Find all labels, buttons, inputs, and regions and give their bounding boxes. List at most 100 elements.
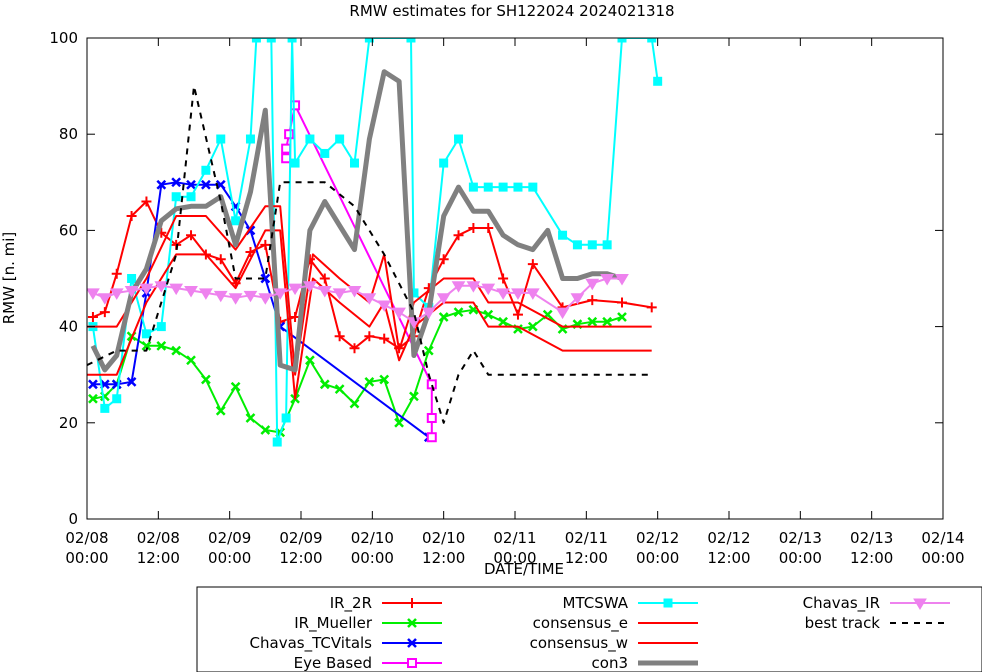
legend-marker	[407, 638, 417, 648]
axis-layer: 0 20 40 60 80 100 02/08 00:00 02/08 12:00 02/09 00:…	[49, 29, 964, 567]
point-chavas-tcvitals-marker	[171, 177, 182, 188]
series-best-track	[87, 85, 652, 424]
point-mtcswa-marker	[406, 38, 416, 43]
x-tick-label-time: 12:00	[137, 549, 180, 567]
point-mtcswa-marker	[602, 240, 612, 250]
point-chavas-ir-marker	[109, 288, 124, 300]
x-tick-label-date: 02/09	[279, 529, 322, 547]
point-ir-mueller-marker	[319, 379, 330, 390]
point-mtcswa-marker	[439, 158, 449, 168]
x-tick-label-date: 02/09	[208, 529, 251, 547]
x-tick-label-time: 00:00	[351, 549, 394, 567]
point-chavas-ir-marker	[154, 281, 169, 293]
x-tick-label-time: 00:00	[493, 549, 536, 567]
point-ir-2r-marker	[126, 210, 137, 221]
series-eye-based	[281, 100, 437, 443]
point-ir-mueller-marker	[349, 398, 360, 409]
point-ir-2r-marker	[111, 268, 122, 279]
point-ir-mueller-marker	[483, 309, 494, 320]
point-ir-mueller-marker	[438, 312, 449, 322]
x-tick-label-date: 02/10	[422, 529, 465, 547]
point-chavas-ir-marker	[332, 288, 347, 300]
legend-label: consensus_e	[533, 614, 628, 633]
point-mtcswa-marker	[231, 216, 241, 226]
point-ir-mueller-marker	[379, 374, 390, 385]
point-ir-mueller-marker	[230, 381, 241, 392]
point-chavas-ir-marker	[243, 290, 258, 303]
point-ir-mueller-marker	[88, 393, 98, 404]
point-chavas-ir-marker	[600, 274, 615, 286]
point-ir-2r-marker	[468, 222, 479, 233]
point-mtcswa-marker	[201, 165, 211, 175]
x-tick-label-date: 02/14	[921, 529, 964, 547]
point-chavas-ir-marker	[139, 283, 154, 296]
point-chavas-ir-marker	[451, 281, 466, 293]
point-chavas-ir-marker	[303, 281, 317, 293]
point-chavas-tcvitals-marker	[186, 179, 196, 190]
point-chavas-ir-marker	[555, 307, 570, 320]
point-mtcswa-marker	[100, 403, 110, 413]
legend-marker	[913, 598, 927, 610]
legend-box	[196, 586, 982, 672]
point-eye-based-marker	[281, 143, 292, 154]
point-mtcswa-marker	[245, 134, 255, 144]
point-chavas-ir-marker	[184, 286, 198, 298]
point-chavas-ir-marker	[392, 307, 406, 320]
series-chavas-ir	[87, 274, 629, 329]
point-mtcswa-marker	[281, 413, 291, 423]
point-chavas-tcvitals-marker	[201, 179, 211, 190]
legend-label: IR_Mueller	[294, 614, 373, 633]
legend-label: best track	[805, 614, 881, 632]
x-tick-label-date: 02/11	[565, 529, 608, 547]
legend-item-consensus-w: consensus_w	[530, 634, 698, 653]
point-eye-based-marker	[284, 129, 295, 140]
point-ir-2r-marker	[438, 254, 449, 265]
x-tick-label-time: 12:00	[850, 549, 893, 567]
point-mtcswa-marker	[266, 38, 276, 43]
point-ir-2r-marker	[379, 333, 390, 344]
x-tick-label-time: 12:00	[422, 549, 465, 567]
point-ir-2r-marker	[141, 196, 152, 207]
point-mtcswa-marker	[171, 192, 181, 202]
point-chavas-ir-marker	[169, 283, 184, 296]
point-mtcswa-marker	[251, 38, 261, 43]
point-mtcswa-marker	[558, 230, 568, 240]
x-tick-label-time: 00:00	[636, 549, 679, 567]
point-eye-based-marker	[426, 432, 437, 443]
point-mtcswa-marker	[653, 76, 663, 86]
point-mtcswa-marker	[112, 394, 122, 404]
point-chavas-ir-marker	[288, 283, 302, 296]
point-mtcswa-marker	[350, 158, 359, 168]
point-mtcswa-marker	[454, 134, 464, 144]
point-mtcswa-marker	[272, 437, 282, 447]
series-line-con3	[90, 69, 623, 373]
y-tick-label: 60	[59, 221, 78, 239]
point-ir-mueller-marker	[587, 316, 598, 327]
point-mtcswa-marker	[498, 182, 508, 192]
y-tick-label: 100	[49, 29, 78, 47]
point-ir-2r-marker	[349, 343, 360, 354]
legend-label: Chavas_IR	[803, 594, 880, 613]
point-ir-2r-marker	[453, 230, 464, 241]
point-ir-mueller-marker	[364, 377, 375, 387]
point-ir-2r-marker	[319, 273, 330, 284]
point-mtcswa-marker	[156, 322, 166, 332]
legend-label: con3	[592, 654, 628, 672]
point-eye-based-marker	[281, 153, 292, 164]
x-tick-label-date: 02/12	[636, 529, 679, 547]
point-chavas-tcvitals-marker	[126, 377, 137, 387]
series-line-consensus-w	[87, 229, 652, 400]
point-ir-mueller-marker	[527, 321, 538, 332]
point-chavas-tcvitals-marker	[260, 273, 271, 284]
legend-item-mtcswa: MTCSWA	[563, 594, 698, 612]
point-ir-2r-marker	[498, 273, 509, 284]
point-chavas-ir-marker	[511, 288, 525, 300]
legend-item-eye-based: Eye Based	[294, 654, 442, 672]
y-tick-label: 40	[59, 318, 78, 336]
point-ir-mueller-marker	[305, 355, 315, 366]
point-mtcswa-marker	[468, 182, 478, 192]
y-tick-label: 20	[59, 414, 78, 432]
point-ir-2r-marker	[527, 259, 538, 270]
point-ir-mueller-marker	[602, 316, 613, 327]
